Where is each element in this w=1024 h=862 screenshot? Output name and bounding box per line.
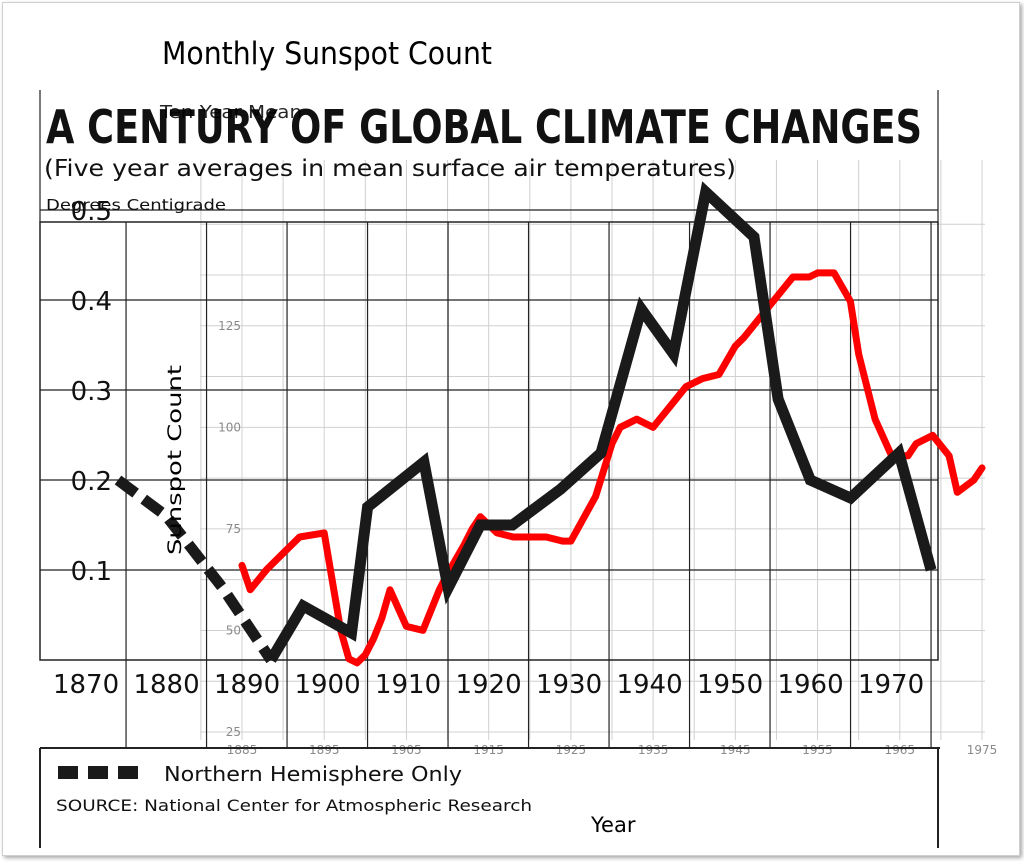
sunspot-chart-grid	[200, 160, 985, 740]
temperature-y-tick-label: 0.4	[71, 287, 112, 317]
overlay-x-tick-label: 1915	[473, 743, 504, 757]
temperature-x-tick-labels: 1870 1880 1890 1900 1910 1920 1930 1940 1950 1960…	[53, 670, 924, 700]
temperature-x-tick-label: 1890	[214, 670, 280, 700]
temperature-y-tick-label: 0.2	[71, 467, 112, 497]
temperature-nh-dashed-line	[114, 475, 276, 664]
overlay-y-tick-label: 25	[226, 725, 241, 739]
sunspot-chart-ticks: 1885 1895 1905 1915 1925 1935 1945 1955 1965 1975…	[218, 319, 997, 757]
temperature-y-tick-label: 0.3	[71, 377, 112, 407]
overlay-x-tick-label: 1965	[885, 743, 916, 757]
overlay-x-tick-label: 1945	[720, 743, 751, 757]
sunspot-series-line	[238, 269, 986, 667]
temperature-x-tick-label: 1880	[133, 670, 199, 700]
overlay-y-tick-label: 125	[218, 319, 241, 333]
legend-dash-swatch	[58, 766, 138, 779]
temperature-x-tick-label: 1970	[858, 670, 924, 700]
overlay-y-tick-label: 100	[218, 420, 241, 434]
overlay-xlabel: Year	[590, 813, 636, 837]
temperature-chart-grid	[39, 90, 939, 748]
temperature-x-tick-label: 1870	[53, 670, 119, 700]
overlay-subtitle: Ten Year Mean	[159, 102, 302, 123]
temperature-x-tick-label: 1940	[616, 670, 682, 700]
temperature-x-tick-label: 1930	[536, 670, 602, 700]
overlay-x-tick-label: 1885	[227, 743, 258, 757]
sunspot-series-layer	[238, 269, 986, 667]
overlay-y-tick-label: 75	[226, 522, 241, 536]
temperature-x-tick-label: 1910	[375, 670, 441, 700]
temperature-series-layer	[114, 181, 937, 664]
temperature-y-tick-label: 0.1	[71, 557, 112, 587]
legend-label: Northern Hemisphere Only	[164, 762, 462, 786]
temperature-x-tick-label: 1960	[777, 670, 843, 700]
clipping-ylabel: Degrees Centigrade	[46, 196, 226, 214]
overlay-x-tick-label: 1895	[309, 743, 340, 757]
clipping-title: A CENTURY OF GLOBAL CLIMATE CHANGES	[46, 100, 922, 154]
overlay-x-tick-label: 1955	[802, 743, 833, 757]
temperature-x-tick-label: 1920	[455, 670, 521, 700]
overlay-ylabel: Sunspot Count	[164, 365, 186, 555]
overlay-x-tick-label: 1935	[638, 743, 669, 757]
overlay-y-tick-label: 50	[226, 623, 241, 637]
overlay-x-tick-label: 1925	[556, 743, 587, 757]
temperature-y-tick-labels: 0.1 0.2 0.3 0.4 0.5	[71, 197, 112, 587]
temperature-y-tick-label: 0.5	[71, 197, 112, 227]
overlay-x-tick-label: 1905	[391, 743, 422, 757]
clipping-subtitle: (Five year averages in mean surface air …	[44, 156, 736, 182]
overlay-title: Monthly Sunspot Count	[162, 36, 492, 72]
overlay-x-tick-label: 1975	[967, 743, 998, 757]
temperature-series-line	[266, 181, 937, 663]
source-note: SOURCE: National Center for Atmospheric …	[56, 796, 532, 815]
temperature-x-tick-label: 1900	[294, 670, 360, 700]
temperature-x-tick-label: 1950	[697, 670, 763, 700]
